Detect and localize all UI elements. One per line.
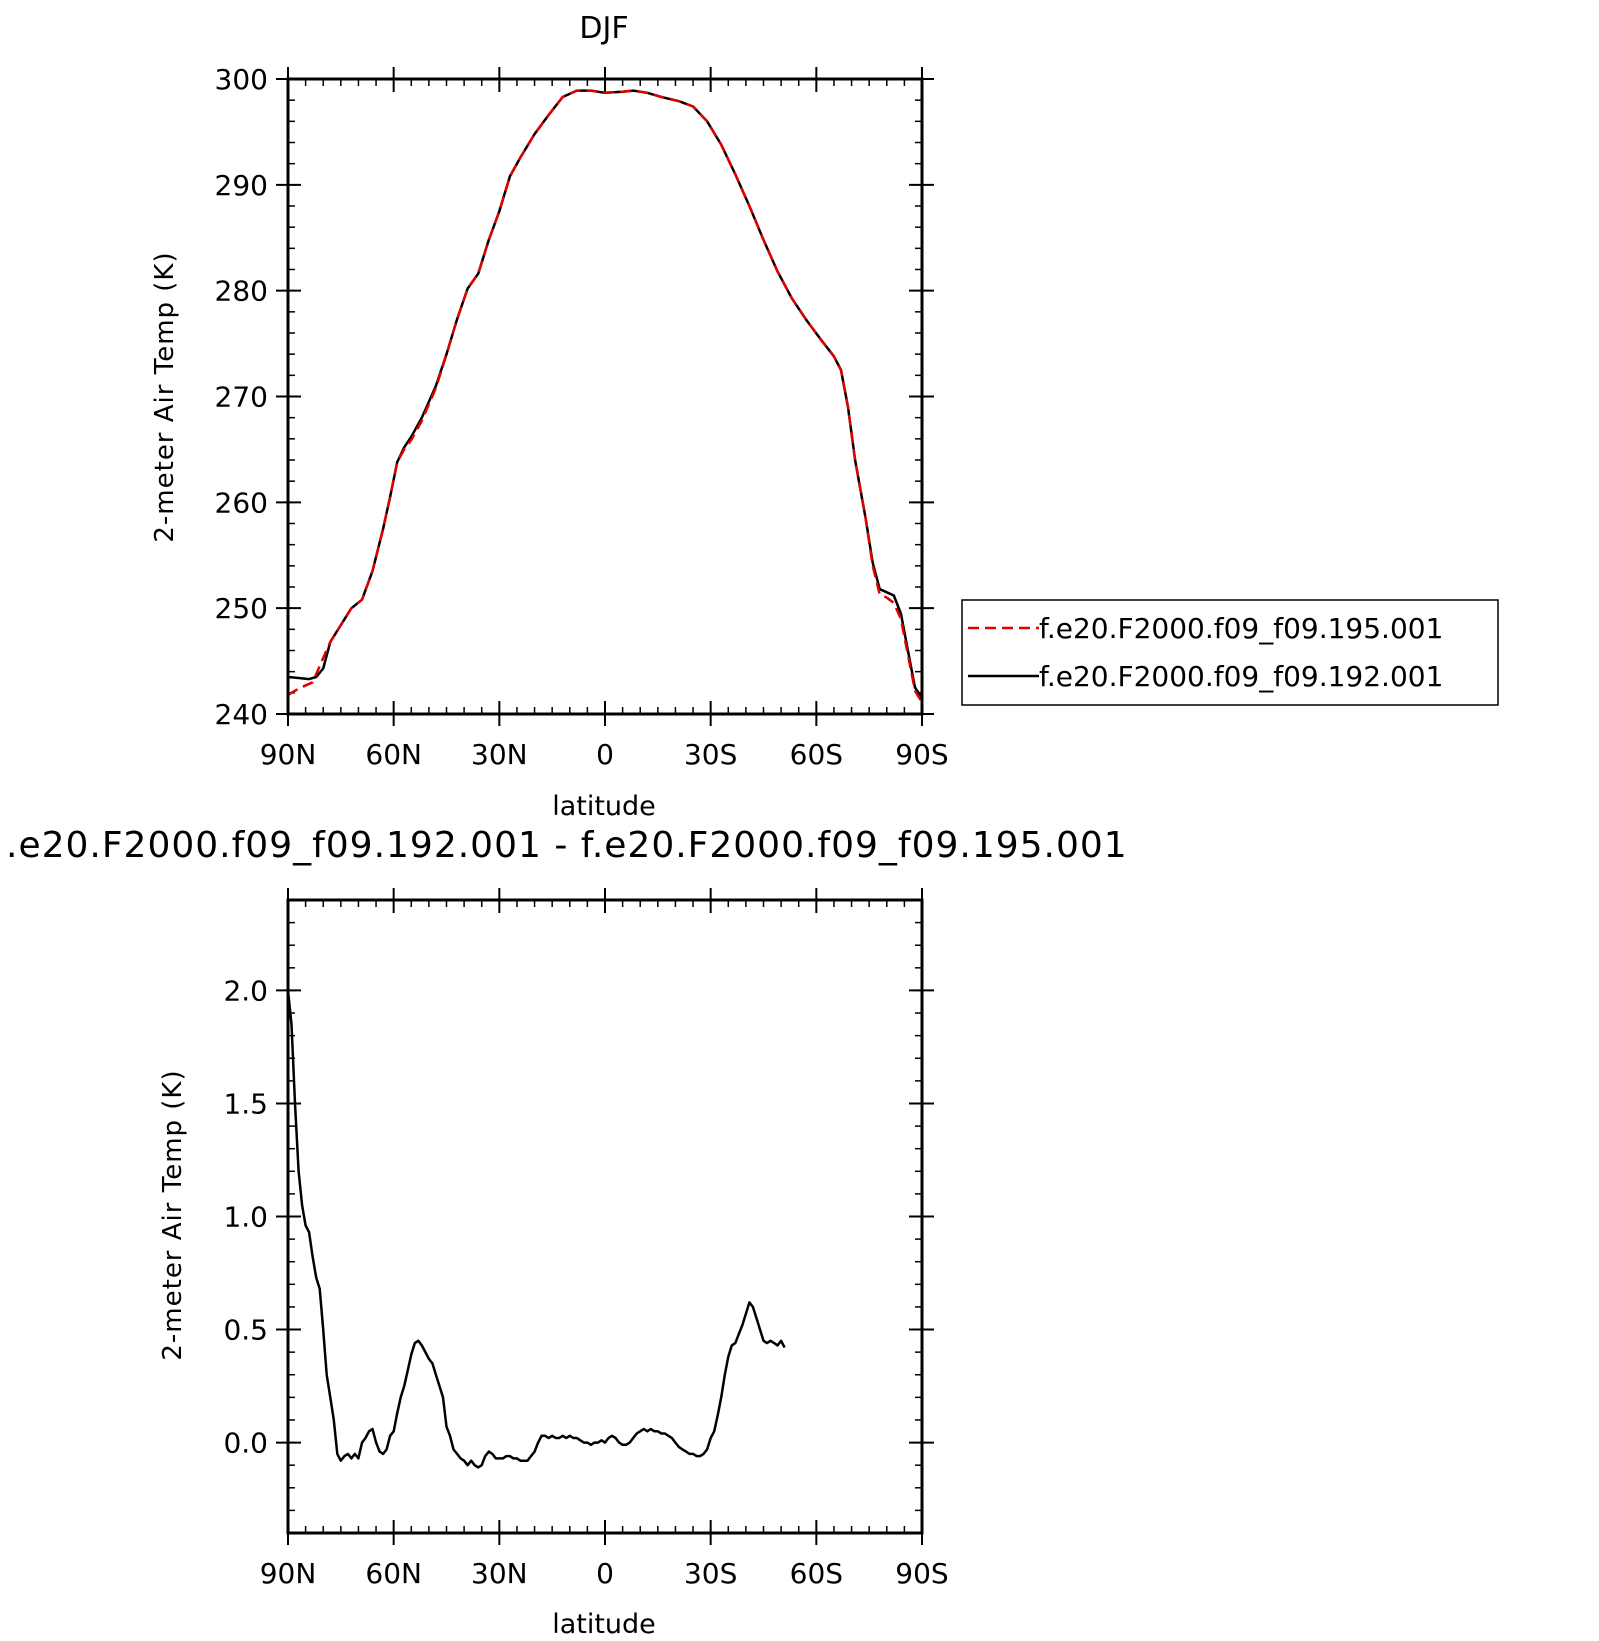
y-tick-label: 250 [215,592,268,625]
y-tick-label: 240 [215,698,268,731]
top-chart-xlabel: latitude [552,791,656,822]
x-tick-label: 90N [260,1557,317,1590]
legend-item: f.e20.F2000.f09_f09.192.001 [968,660,1443,693]
x-tick-label: 0 [596,738,614,771]
y-tick-label: 270 [215,381,268,414]
x-tick-label: 60S [790,1557,843,1590]
bottom-chart: .e20.F2000.f09_f09.192.001 - f.e20.F2000… [6,825,1128,1640]
x-tick-label: 60S [790,738,843,771]
x-tick-label: 90S [895,1557,948,1590]
bottom-chart-lines [286,990,786,1469]
legend-label-195: f.e20.F2000.f09_f09.195.001 [1039,612,1443,645]
legend-box [961,599,1499,706]
y-tick-label: 290 [215,169,268,202]
y-tick-label: 1.5 [223,1087,268,1120]
x-tick-label: 30N [471,1557,528,1590]
bottom-chart-ylabel: 2-meter Air Temp (K) [158,1069,188,1360]
series-line-1 [287,89,924,699]
top-chart-title: DJF [579,11,628,46]
top-chart: DJF 2-meter Air Temp (K) latitude 300 290… [150,11,1499,822]
legend-item: f.e20.F2000.f09_f09.195.001 [968,612,1443,645]
x-tick-label: 30S [684,1557,737,1590]
y-tick-label: 260 [215,486,268,519]
bottom-chart-xlabel: latitude [552,1609,656,1640]
x-tick-label: 30S [684,738,737,771]
bottom-chart-frame [286,898,924,1535]
top-chart-ticks: 300 290 280 270 260 250 240 90N 60N 30N 0 30S 60S 90S [215,63,949,771]
top-chart-legend: f.e20.F2000.f09_f09.195.001 f.e20.F2000.… [961,599,1499,706]
series-line-0 [287,89,924,704]
x-tick-label: 90N [260,738,317,771]
series-line-0 [286,990,786,1469]
x-tick-label: 60N [365,1557,422,1590]
y-tick-label: 2.0 [223,974,268,1007]
y-tick-label: 0.5 [223,1314,268,1347]
legend-label-192: f.e20.F2000.f09_f09.192.001 [1039,660,1443,693]
x-tick-label: 90S [895,738,948,771]
bottom-chart-title: .e20.F2000.f09_f09.192.001 - f.e20.F2000… [6,825,1128,866]
bottom-chart-ticks: 2.0 1.5 1.0 0.5 0.0 90N 60N 30N 0 30S 60S 90S [223,888,949,1590]
x-tick-label: 30N [471,738,528,771]
y-tick-label: 0.0 [223,1427,268,1460]
y-tick-label: 300 [215,63,268,96]
y-tick-label: 280 [215,275,268,308]
top-chart-lines [287,89,924,704]
top-chart-frame [286,77,924,716]
x-tick-label: 0 [596,1557,614,1590]
x-tick-label: 60N [365,738,422,771]
y-tick-label: 1.0 [223,1201,268,1234]
top-chart-ylabel: 2-meter Air Temp (K) [150,251,180,542]
